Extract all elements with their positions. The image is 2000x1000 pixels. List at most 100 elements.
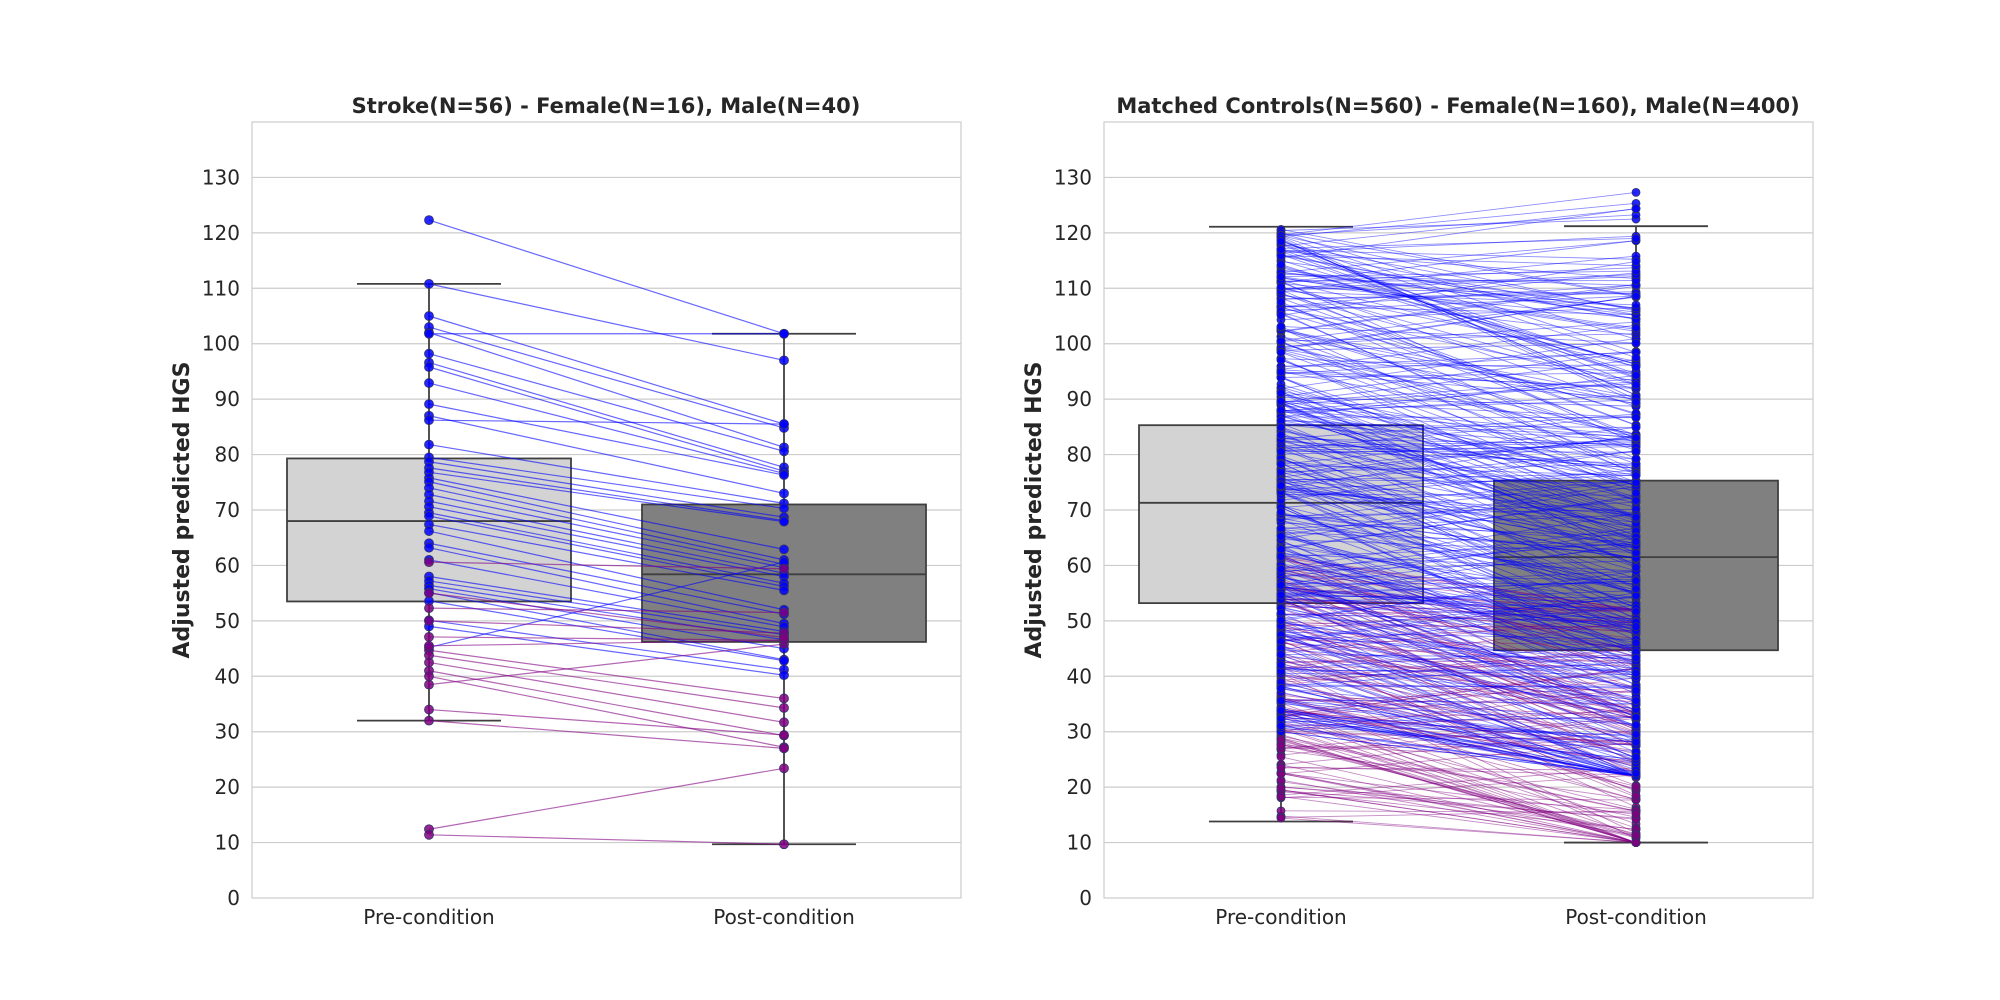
pair-line: [1280, 565, 1637, 612]
chart-title: Matched Controls(N=560) - Female(N=160),…: [1116, 94, 1799, 118]
pair-line: [1280, 588, 1637, 650]
pair-line: [1280, 548, 1637, 671]
pair-line: [1280, 622, 1637, 676]
pair-line: [1280, 599, 1637, 747]
pair-line: [1280, 630, 1637, 705]
post-point: [1631, 397, 1641, 407]
pre-point: [424, 588, 434, 599]
pair-line: [1280, 272, 1637, 308]
pair-line: [1280, 436, 1637, 529]
pair-line: [1280, 276, 1637, 329]
pair-line: [1280, 386, 1637, 487]
pair-line: [1280, 485, 1637, 538]
pair-line: [1280, 586, 1637, 714]
pair-line: [1280, 569, 1637, 689]
pair-line: [1280, 378, 1637, 403]
pair-line: [1280, 584, 1637, 691]
pair-line: [1280, 469, 1637, 549]
pair-line: [1280, 691, 1637, 774]
pair-line: [1280, 720, 1637, 761]
pair-line: [1280, 810, 1637, 818]
pair-line: [1280, 609, 1637, 626]
pair-line: [1280, 443, 1637, 455]
y-axis-label: Adjusted predicted HGS: [1022, 362, 1047, 659]
post-point: [1631, 423, 1641, 432]
y-tick-label: 60: [1067, 553, 1092, 577]
pre-point: [1276, 396, 1286, 406]
pre-point: [424, 348, 434, 359]
pair-line: [1280, 772, 1637, 815]
pair-line: [428, 767, 785, 830]
pair-line: [1280, 450, 1637, 501]
pair-line: [1280, 235, 1637, 253]
pair-line: [1280, 668, 1637, 676]
pair-line: [1280, 709, 1637, 732]
pair-line: [1280, 486, 1637, 560]
pair-line: [428, 561, 785, 570]
pair-line: [1280, 273, 1637, 286]
pair-line: [1280, 667, 1637, 714]
pair-line: [1280, 625, 1637, 776]
pair-line: [1280, 632, 1637, 777]
pair-line: [1280, 311, 1637, 414]
pre-point: [1276, 245, 1286, 255]
pair-line: [1280, 618, 1637, 735]
pair-line: [1280, 815, 1637, 844]
pair-line: [428, 625, 785, 676]
pair-line: [1280, 555, 1637, 611]
pair-line: [1280, 689, 1637, 718]
pair-line: [1280, 669, 1637, 672]
pair-line: [1280, 283, 1637, 332]
pair-line: [1280, 424, 1637, 428]
pair-line: [1280, 595, 1637, 599]
pair-line: [1280, 351, 1637, 483]
pair-line: [428, 636, 785, 641]
post-point: [779, 470, 789, 480]
pair-line: [428, 649, 785, 700]
post-point: [779, 446, 789, 457]
post-point: [1631, 838, 1641, 847]
pair-line: [1280, 677, 1637, 718]
pair-line: [1280, 285, 1637, 333]
pair-line: [1280, 282, 1637, 408]
pair-line: [428, 515, 785, 588]
y-axis-label: Adjusted predicted HGS: [170, 362, 195, 659]
pre-point: [424, 215, 434, 226]
post-point: [779, 419, 789, 429]
pair-line: [428, 512, 785, 584]
pair-line: [428, 547, 785, 625]
pair-line: [1280, 261, 1637, 316]
pair-line: [1280, 393, 1637, 486]
pair-line: [1280, 603, 1637, 634]
pair-line: [1280, 670, 1637, 777]
pair-line: [1280, 326, 1637, 344]
pair-line: [1280, 764, 1637, 844]
pair-line: [1280, 690, 1637, 732]
pair-line: [1280, 677, 1637, 791]
pair-line: [1280, 514, 1637, 529]
pre-point: [424, 657, 434, 668]
pair-line: [428, 675, 785, 748]
pair-line: [1280, 238, 1637, 403]
pair-line: [1280, 587, 1637, 620]
pre-point: [424, 715, 434, 726]
pair-line: [1280, 604, 1637, 651]
post-point: [779, 563, 789, 574]
pair-line: [1280, 609, 1637, 615]
post-point: [779, 670, 789, 681]
y-tick-label: 90: [215, 387, 240, 411]
pair-line: [1280, 620, 1637, 726]
pair-line: [1280, 786, 1637, 811]
pair-line: [1280, 706, 1637, 779]
pair-line: [1280, 557, 1637, 611]
pair-line: [1280, 575, 1637, 620]
pair-line: [1280, 522, 1637, 538]
pair-line: [1280, 274, 1637, 290]
post-point: [779, 763, 789, 774]
post-point: [1631, 638, 1641, 648]
pair-line: [1280, 710, 1637, 843]
pair-line: [1280, 351, 1637, 397]
pair-line: [1280, 399, 1637, 412]
pair-line: [1280, 710, 1637, 763]
pair-line: [1280, 536, 1637, 628]
